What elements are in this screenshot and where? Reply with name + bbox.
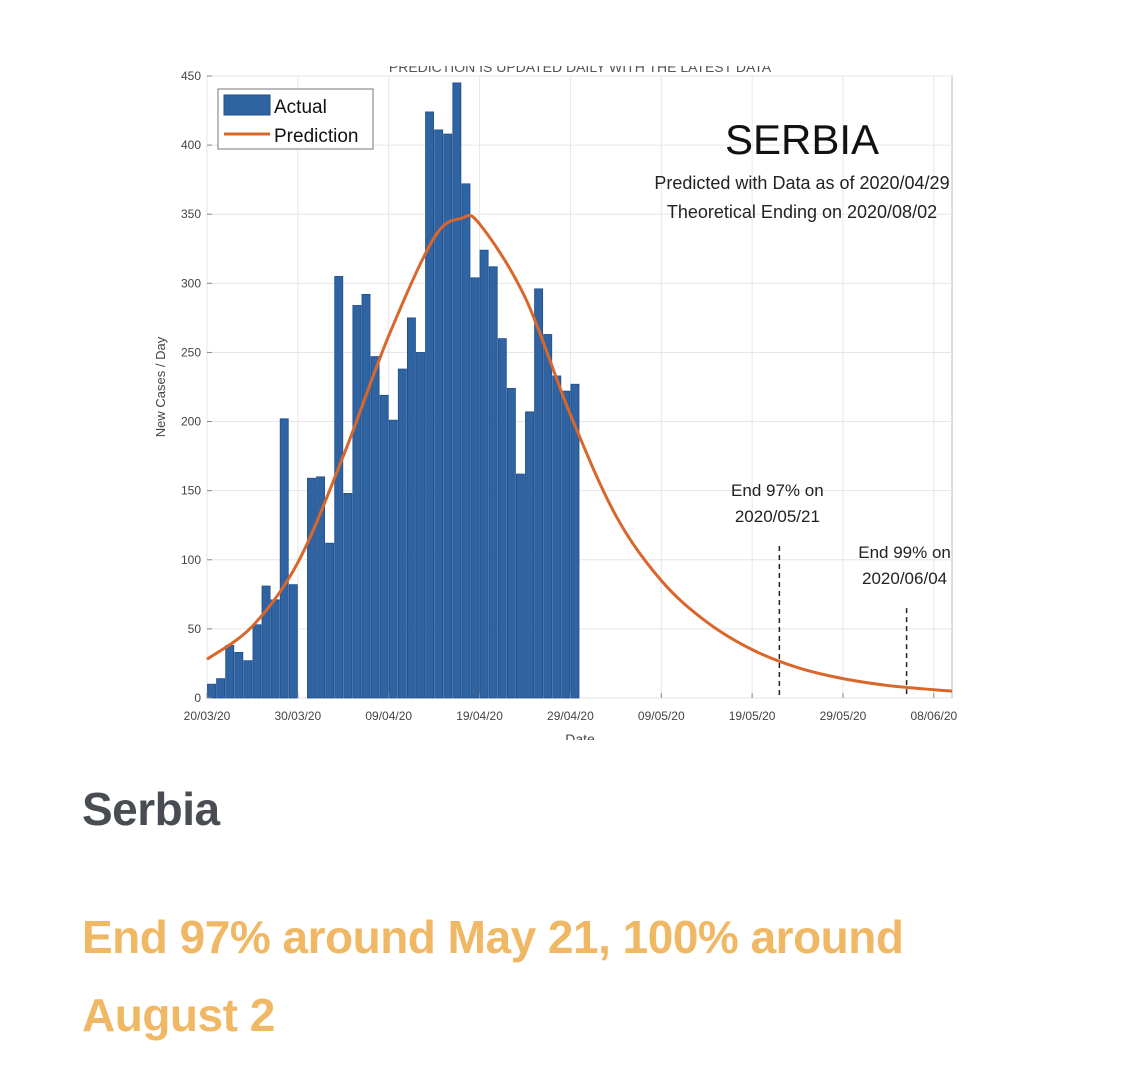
y-axis-label: New Cases / Day: [153, 336, 168, 437]
y-tick-label: 450: [181, 69, 201, 83]
bar-actual: [452, 82, 462, 699]
summary-heading: End 97% around May 21, 100% around Augus…: [82, 911, 904, 1041]
x-axis-ticks: 20/03/20 30/03/20 09/04/20 19/04/20 29/04/20…: [184, 693, 958, 723]
bar-actual: [243, 660, 253, 699]
bar-actual: [570, 383, 580, 699]
bar-actual: [470, 277, 480, 699]
legend: Actual Prediction: [217, 88, 374, 150]
x-tick-label: 29/04/20: [547, 709, 594, 723]
bar-actual: [207, 683, 216, 699]
bar-actual: [534, 288, 544, 699]
y-tick-label: 0: [194, 691, 201, 705]
chart-subtitle-line-1: Predicted with Data as of 2020/04/29: [654, 173, 949, 193]
legend-label-prediction: Prediction: [274, 126, 359, 147]
x-tick-label: 30/03/20: [274, 709, 321, 723]
bar-actual: [325, 542, 335, 699]
x-tick-label: 20/03/20: [184, 709, 231, 723]
bar-actual: [525, 411, 534, 699]
y-tick-label: 200: [181, 415, 201, 429]
legend-swatch-actual: [223, 94, 271, 116]
bar-actual: [516, 473, 525, 699]
bar-actual: [307, 477, 316, 699]
bar-actual: [352, 305, 362, 699]
y-tick-label: 250: [181, 345, 201, 359]
bar-actual: [279, 418, 289, 699]
y-tick-label: 50: [188, 622, 202, 636]
bar-actual: [225, 645, 235, 699]
bar-actual: [379, 394, 389, 699]
y-tick-label: 400: [181, 138, 201, 152]
x-axis-label: Date: [565, 731, 595, 747]
chart-top-text: PREDICTION IS UPDATED DAILY WITH THE LAT…: [389, 59, 772, 75]
bar-actual: [425, 111, 435, 699]
annotation-label: End 99% on: [858, 543, 951, 562]
bar-actual: [270, 599, 280, 699]
annotations: End 97% on 2020/05/21 End 99% on 2020/06/04: [731, 481, 951, 698]
bar-actual: [261, 585, 271, 699]
bar-series-actual: [207, 82, 580, 699]
annotation-label: 2020/06/04: [862, 569, 947, 588]
x-tick-label: 09/05/20: [638, 709, 685, 723]
bar-actual: [216, 678, 226, 699]
y-tick-label: 150: [181, 484, 201, 498]
bar-actual: [461, 183, 471, 699]
bar-actual: [316, 476, 326, 699]
bar-actual: [343, 493, 353, 699]
annotation-label: 2020/05/21: [735, 507, 820, 526]
bar-actual: [552, 375, 562, 699]
annotation-label: End 97% on: [731, 481, 824, 500]
x-tick-label: 19/05/20: [729, 709, 776, 723]
bar-actual: [234, 651, 244, 699]
bar-actual: [416, 352, 425, 699]
bar-actual: [334, 276, 344, 699]
bar-actual: [443, 133, 453, 699]
bar-actual: [561, 390, 571, 699]
bar-actual: [488, 266, 498, 699]
x-tick-label: 09/04/20: [365, 709, 412, 723]
bar-actual: [252, 624, 262, 699]
chart-subtitle-line-2: Theoretical Ending on 2020/08/02: [667, 202, 937, 222]
x-tick-label: 29/05/20: [820, 709, 867, 723]
y-tick-label: 100: [181, 553, 201, 567]
prediction-line: [206, 213, 953, 693]
chart: End 97% on 2020/05/21 End 99% on 2020/06/04…: [153, 59, 958, 747]
bar-actual: [370, 356, 380, 699]
bar-actual: [288, 584, 298, 699]
country-heading: Serbia: [82, 783, 220, 835]
legend-label-actual: Actual: [274, 97, 327, 118]
chart-title: SERBIA: [725, 116, 879, 163]
bar-actual: [388, 419, 398, 699]
y-axis-ticks: 0 50 100 150 200 250 300 350 400 450: [181, 69, 212, 705]
bar-actual: [434, 129, 444, 699]
bar-actual: [497, 338, 507, 699]
bar-actual: [543, 334, 553, 699]
bar-actual: [506, 387, 516, 699]
bar-actual: [406, 317, 416, 699]
bar-actual: [361, 293, 371, 699]
y-tick-label: 300: [181, 276, 201, 290]
bar-actual: [479, 249, 489, 699]
x-tick-label: 19/04/20: [456, 709, 503, 723]
x-tick-label: 08/06/20: [910, 709, 957, 723]
y-tick-label: 350: [181, 207, 201, 221]
bar-actual: [397, 368, 407, 699]
